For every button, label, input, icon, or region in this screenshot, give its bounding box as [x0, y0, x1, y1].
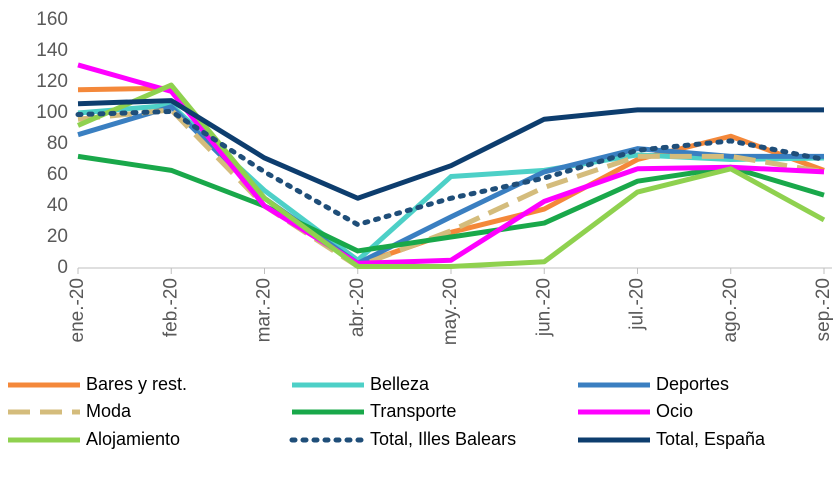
- y-tick-label: 20: [47, 226, 68, 247]
- series-line: [77, 104, 824, 266]
- legend-label: Moda: [86, 401, 132, 421]
- x-tick-label: jul.-20: [627, 278, 648, 331]
- y-tick-label: 120: [36, 71, 68, 92]
- legend-label: Belleza: [370, 374, 430, 394]
- x-tick-label: may.-20: [440, 278, 461, 345]
- legend-label: Transporte: [370, 401, 456, 421]
- legend-label: Alojamiento: [86, 429, 180, 449]
- legend-label: Bares y rest.: [86, 374, 187, 394]
- legend-label: Deportes: [656, 374, 729, 394]
- series-line: [77, 62, 825, 266]
- legend-label: Ocio: [656, 401, 693, 421]
- y-tick-label: 0: [57, 257, 68, 278]
- y-tick-label: 60: [47, 164, 68, 185]
- x-tick-label: jun.-20: [533, 278, 554, 337]
- series-line: [77, 153, 825, 254]
- series-line: [75, 108, 827, 228]
- y-tick-label: 80: [47, 133, 68, 154]
- series-line: [77, 98, 824, 201]
- x-tick-label: abr.-20: [347, 278, 368, 337]
- x-tick-label: mar.-20: [254, 278, 275, 342]
- legend-label: Total, Illes Balears: [370, 429, 516, 449]
- y-tick-label: 100: [36, 102, 68, 123]
- y-tick-label: 40: [47, 195, 68, 216]
- series-line: [77, 107, 825, 269]
- x-tick-label: ago.-20: [720, 278, 741, 342]
- y-tick-label: 140: [36, 40, 68, 61]
- x-tick-label: sep.-20: [813, 278, 834, 341]
- legend-label: Total, España: [656, 429, 766, 449]
- y-tick-label: 160: [36, 9, 68, 30]
- x-tick-label: feb.-20: [160, 278, 181, 337]
- series-line: [77, 82, 826, 269]
- x-tick-label: ene.-20: [67, 278, 88, 342]
